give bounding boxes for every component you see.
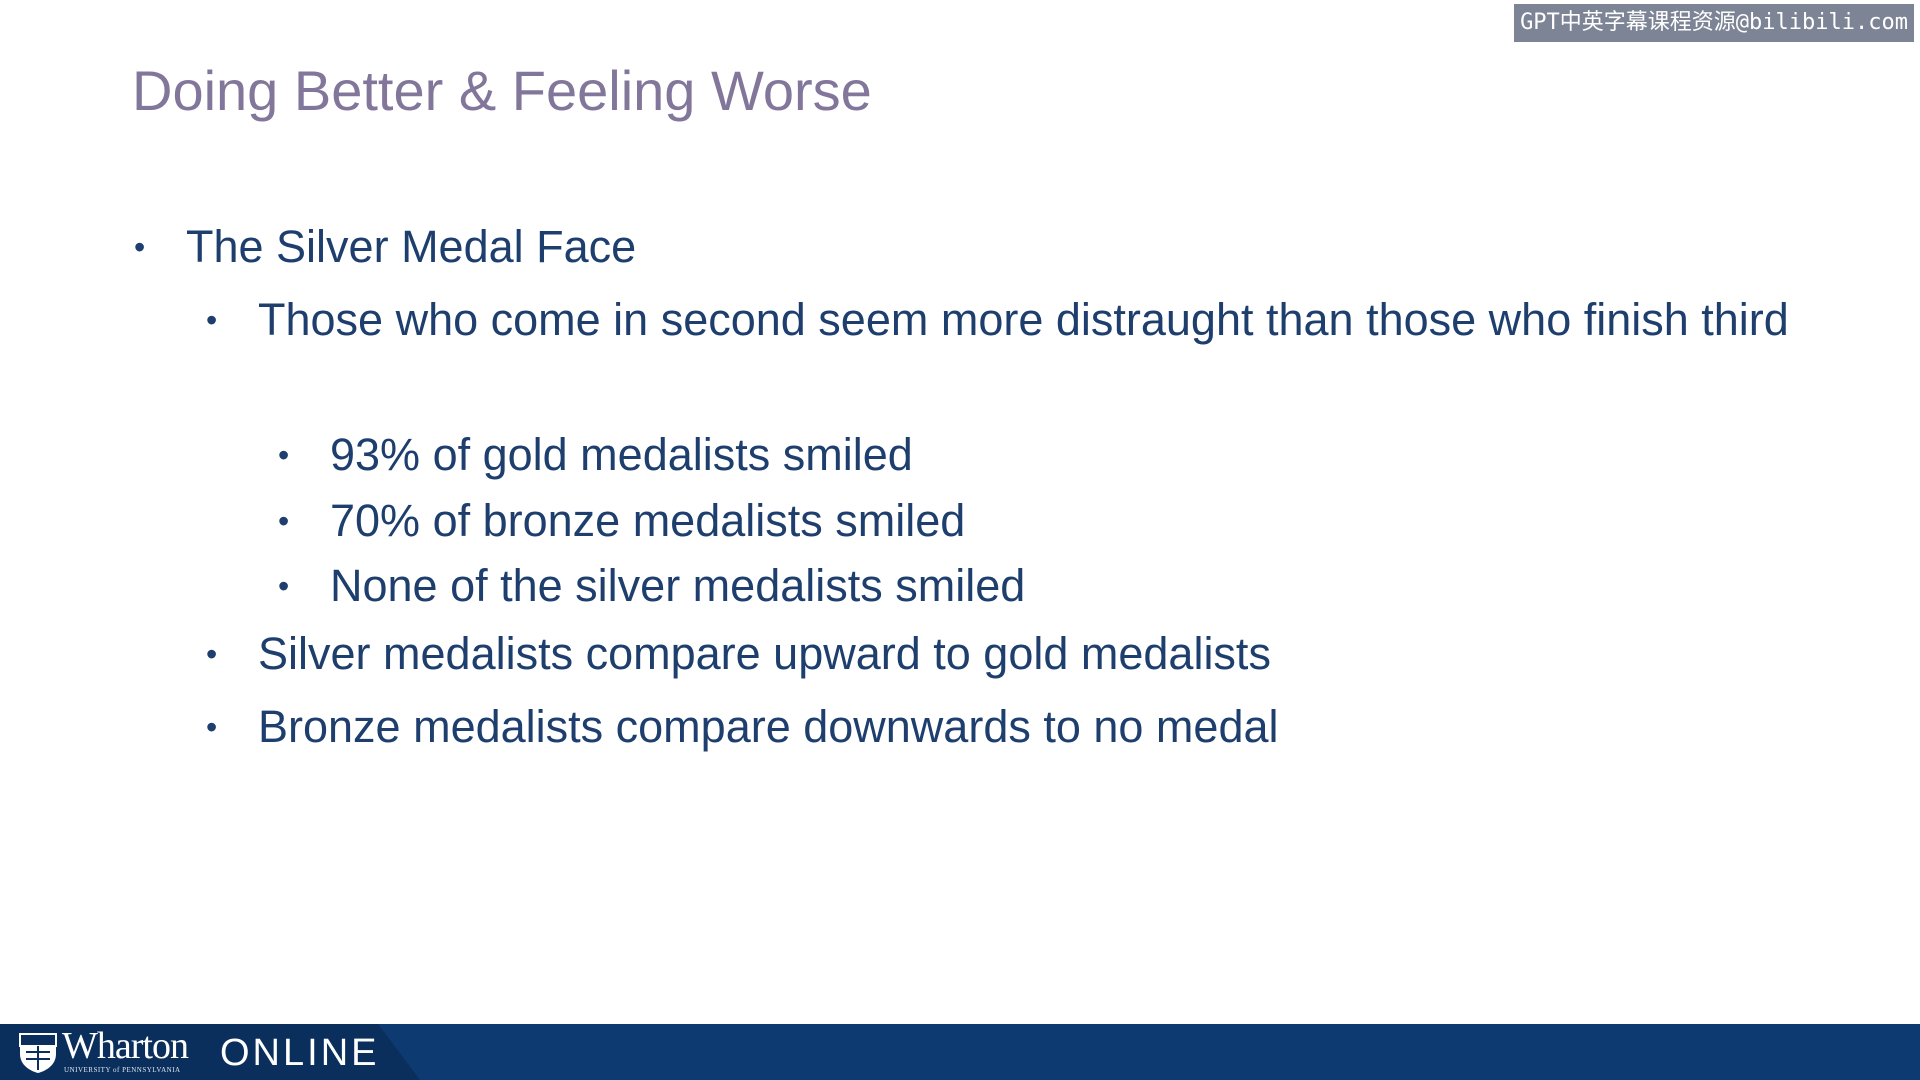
- penn-shield-icon: [19, 1033, 57, 1073]
- bullet-text: 70% of bronze medalists smiled: [330, 495, 966, 546]
- bullet-item: Silver medalists compare upward to gold …: [258, 622, 1818, 686]
- bullet-icon: [206, 288, 217, 352]
- bullet-text: Those who come in second seem more distr…: [258, 294, 1789, 345]
- bullet-item: 93% of gold medalists smiled: [330, 423, 1830, 487]
- bullet-text: None of the silver medalists smiled: [330, 560, 1026, 611]
- footer-logo-panel: [0, 1024, 420, 1080]
- slide-title: Doing Better & Feeling Worse: [132, 59, 872, 122]
- bullet-icon: [278, 489, 289, 553]
- wharton-logo-subtext: UNIVERSITY of PENNSYLVANIA: [64, 1066, 181, 1074]
- bullet-icon: [206, 622, 217, 686]
- bullet-text: 93% of gold medalists smiled: [330, 429, 913, 480]
- online-label: ONLINE: [220, 1032, 380, 1074]
- bullet-item: 70% of bronze medalists smiled: [330, 489, 1830, 553]
- footer-bar: Wharton UNIVERSITY of PENNSYLVANIA ONLIN…: [0, 1024, 1920, 1080]
- bullet-text: Bronze medalists compare downwards to no…: [258, 701, 1279, 752]
- bullet-text: Silver medalists compare upward to gold …: [258, 628, 1271, 679]
- bullet-item: Those who come in second seem more distr…: [258, 288, 1818, 352]
- bullet-item: None of the silver medalists smiled: [330, 554, 1830, 618]
- bullet-icon: [134, 215, 145, 279]
- bullet-list: The Silver Medal Face Those who come in …: [0, 0, 1920, 1020]
- watermark: GPT中英字幕课程资源@bilibili.com: [1514, 4, 1914, 42]
- bullet-icon: [278, 423, 289, 487]
- bullet-text: The Silver Medal Face: [186, 221, 637, 272]
- bullet-item: Bronze medalists compare downwards to no…: [258, 695, 1818, 759]
- bullet-item: The Silver Medal Face: [186, 215, 1786, 279]
- bullet-icon: [278, 554, 289, 618]
- wharton-logo-text: Wharton: [62, 1025, 189, 1067]
- bullet-icon: [206, 695, 217, 759]
